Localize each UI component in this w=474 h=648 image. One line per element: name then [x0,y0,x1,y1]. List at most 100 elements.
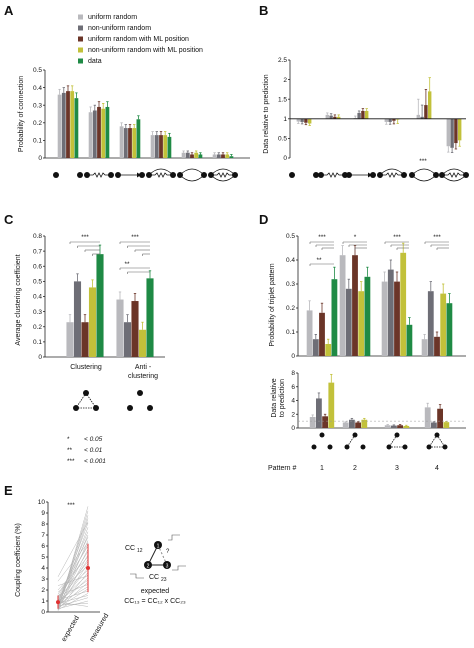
panel-d-top-bar [345,288,352,356]
panel-c-ytick-label: 0.2 [33,324,42,331]
panel-a-ylabel: Probability of connection [18,76,25,152]
panel-b-motif-icon-arc [441,168,467,176]
legend-swatch [78,58,83,64]
panel-b-motif-icon-node [433,172,439,178]
panel-d-top-bar [306,310,313,356]
panel-d-pattern-icon-node [386,444,392,450]
panel-c-bar [66,322,74,357]
panel-d-ylabel-top: Probability of triplet pattern [269,263,276,346]
panel-a-motif-icon-node [201,172,207,178]
panel-d-pattern-icon-node [360,444,366,450]
panel-c-triangle-icon-node [147,405,153,411]
panel-a-motif-icon-arc [179,174,205,182]
panel-c-bar [81,322,89,357]
panel-d-top-bar [406,324,413,356]
panel-d-pattern-icon-node [394,432,400,438]
panel-a-bar [92,110,97,158]
panel-d-ylabel-bottom-2: to prediction [279,379,286,417]
panel-c-ytick-label: 0.7 [33,248,42,255]
panel-a-motif-icon-arc [210,168,236,176]
panel-b-motif-icon [289,172,319,178]
panel-c-triangle-icon-node [73,405,79,411]
panel-a-bar [88,112,93,158]
panel-c-triangle-icon-edges [75,392,97,409]
panel-d-sig-stars: *** [393,234,401,241]
panel-b-motif-icon [439,168,469,182]
panel-a-motif-icon-spring [149,172,173,178]
panel-d-bottom-bar [397,425,403,428]
panel-b-bar [428,91,432,119]
panel-d-bottom-bar [349,419,355,428]
panel-e-measured-mean [86,566,90,570]
panel-a-bar [74,98,79,158]
panel-a-bar [163,135,168,158]
panel-d-bottom-bar [322,416,328,428]
panel-b-bar [325,114,329,119]
panel-b-bar [357,112,361,119]
panel-e-ytick-label: 3 [41,576,45,583]
panel-e-pair-line [57,559,89,605]
panel-d-bottom-bar [443,422,450,428]
panel-d-bottom-ytick-label: 2 [291,411,295,418]
panel-d-top-bar [364,276,371,356]
panel-c-bar [123,322,132,357]
inset-cc23-sub: 23 [161,577,167,583]
panel-e-pair-line [57,579,89,602]
panel-b-bar [308,118,312,124]
inset-node-1 [154,541,162,549]
panel-a-motif-icon-node [146,172,152,178]
panel-a-motif-icon-node [108,172,114,178]
panel-a-bar [105,106,110,158]
panel-e-pair-line [57,545,89,595]
panel-b-motif-icon-node [409,172,415,178]
panel-a-bar [101,108,106,158]
panel-c-triangle-icon-node [93,405,99,411]
panel-a-ytick-label: 0 [38,155,42,162]
panel-d-top-bar [312,339,319,356]
panel-d-bottom-bar [384,425,391,428]
panel-d-pattern-icon-node [402,444,408,450]
inset-cc23: CC [149,574,159,581]
panel-e-pair-line [57,584,89,596]
panel-b-motif-icon-node [401,172,407,178]
panel-d-bottom-ytick-label: 8 [291,370,295,377]
panel-b-motif-icon-node [439,172,445,178]
panel-a-bar [154,135,159,158]
panel-a-ytick-label: 0.3 [33,102,42,109]
panel-a-motif-icon [208,168,238,182]
panel-b-ytick-label: 0.5 [278,136,287,143]
panel-d-bottom-bar [355,422,361,428]
panel-b-motif-icon-node [313,172,319,178]
panel-b-motif-icon-spring [442,172,466,178]
inset-cc12-sub: 12 [137,548,143,554]
panel-e-pair-line [57,531,89,602]
panel-b-motif-icon-spring [380,172,404,178]
panel-d-top-bar [446,303,453,356]
legend-swatch [78,25,83,31]
panel-a-bar [123,128,128,158]
panel-b-bar [420,116,424,119]
panel-a-motif-icon-spring [211,172,235,178]
panel-a-ytick-label: 0.2 [33,120,42,127]
panel-e-xlabel-expected: expected [61,615,81,643]
panel-e-pair-line [57,572,89,610]
panel-b-bar [304,118,308,123]
panel-e-pair-line [57,556,89,591]
panel-a-bar [61,92,66,158]
panel-a-bar [97,106,101,158]
panel-b-bar [416,114,420,119]
panel-c-triangle-icon-node [127,405,133,411]
panel-b-bar [458,118,462,141]
panel-a-bar [57,94,62,158]
inset-node-3-label: 3 [166,564,169,570]
panel-e-pair-line [57,601,89,607]
panel-a-motif-icon [177,168,207,182]
panel-a-ytick-label: 0.5 [33,67,42,74]
pattern-number-4: 4 [435,465,439,472]
panel-e-pair-line [57,543,89,603]
panel-b-bar [333,116,337,119]
panel-letter-a: A [4,3,14,18]
panel-b-motif-icon-node [377,172,383,178]
panel-e-pair-line [57,563,89,608]
panel-c-sig-stars: *** [131,234,139,241]
